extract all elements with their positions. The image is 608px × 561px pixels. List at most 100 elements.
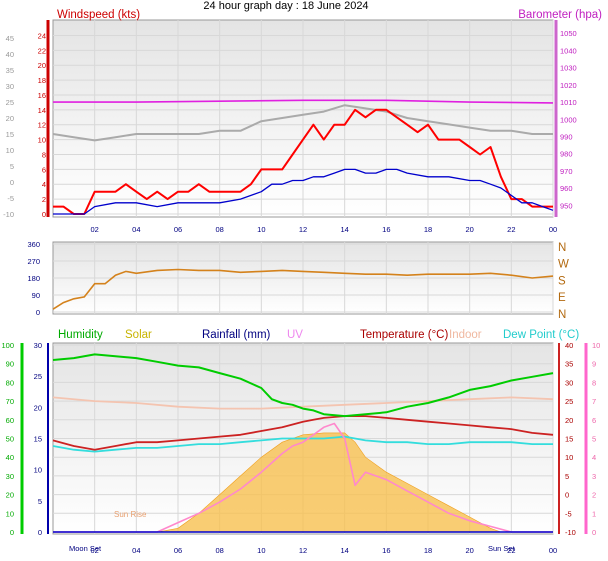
x-tick-bottom: 10 [257, 546, 265, 555]
x-tick-bottom: 00 [549, 546, 557, 555]
windspeed-tick: 8 [42, 150, 46, 159]
direction-degree-tick: 270 [27, 257, 40, 266]
temperature-panel-ticks: -10-505101520253035400102030405060708090… [1, 341, 600, 555]
series-windspeed [53, 108, 553, 215]
series-barometer [53, 99, 554, 104]
series-humidity [52, 353, 554, 418]
uv-tick: 3 [592, 472, 596, 481]
series-windspeed-average- [53, 168, 554, 215]
x-tick: 12 [299, 225, 307, 234]
rainfall-tick: 25 [34, 372, 42, 381]
rainfall-tick: 30 [34, 341, 42, 350]
x-tick: 02 [90, 225, 98, 234]
x-tick: 16 [382, 225, 390, 234]
windspeed-tick: 14 [38, 106, 46, 115]
x-tick: 14 [340, 225, 348, 234]
uv-tick: 10 [592, 341, 600, 350]
barometer-tick: 970 [560, 167, 573, 176]
series-temperature [52, 415, 554, 451]
x-tick-bottom: 08 [215, 546, 223, 555]
windspeed-tick: 20 [38, 61, 46, 70]
solar-header: Solar [125, 329, 152, 341]
barometer-tick: 990 [560, 133, 573, 142]
indoor-header: Indoor [449, 329, 482, 341]
humidity-tick: 60 [6, 416, 14, 425]
gust-tick: 25 [6, 98, 14, 107]
windspeed-tick: 16 [38, 91, 46, 100]
gust-tick: 15 [6, 130, 14, 139]
uv-header: UV [287, 329, 303, 341]
wind-panel-series [52, 99, 554, 215]
humidity-tick: 100 [1, 341, 14, 350]
series-wind-direction [52, 268, 554, 310]
temperature-tick: -10 [565, 528, 576, 537]
x-tick-bottom: 18 [424, 546, 432, 555]
temperature-tick: 15 [565, 435, 573, 444]
direction-degree-tick: 0 [36, 308, 40, 317]
x-tick-bottom: 20 [465, 546, 473, 555]
compass-tick: W [558, 259, 569, 271]
direction-panel-series [52, 268, 554, 310]
barometer-axis-label: Barometer (hpa) [518, 9, 602, 21]
windspeed-tick: 18 [38, 76, 46, 85]
x-tick-bottom: 16 [382, 546, 390, 555]
uv-tick: 6 [592, 416, 596, 425]
rainfall-header: Rainfall (mm) [202, 329, 271, 341]
uv-tick: 5 [592, 435, 596, 444]
series-dew-point [52, 435, 553, 453]
barometer-tick: 960 [560, 184, 573, 193]
windspeed-tick: 10 [38, 136, 46, 145]
x-tick: 06 [174, 225, 182, 234]
gust-tick: 40 [6, 50, 14, 59]
gust-tick: 45 [6, 34, 14, 43]
uv-tick: 1 [592, 509, 596, 518]
compass-tick: N [558, 309, 566, 321]
x-tick: 08 [215, 225, 223, 234]
windspeed-tick: 0 [42, 210, 46, 219]
humidity-tick: 30 [6, 472, 14, 481]
windspeed-tick: 24 [38, 31, 46, 40]
gust-tick: 30 [6, 82, 14, 91]
x-tick: 18 [424, 225, 432, 234]
sun-rise-annotation: Sun Rise [114, 510, 147, 519]
rainfall-tick: 0 [38, 528, 42, 537]
humidity-tick: 0 [10, 528, 14, 537]
sun-set-annotation: Sun Set [488, 544, 516, 553]
uv-tick: 8 [592, 378, 596, 387]
gust-tick: 0 [10, 178, 14, 187]
temperature-tick: 5 [565, 472, 569, 481]
x-tick-bottom: 14 [340, 546, 348, 555]
barometer-tick: 980 [560, 150, 573, 159]
x-tick-bottom: 06 [174, 546, 182, 555]
windspeed-axis-label: Windspeed (kts) [57, 9, 140, 21]
barometer-tick: 1040 [560, 46, 577, 55]
x-tick: 22 [507, 225, 515, 234]
uv-tick: 7 [592, 397, 596, 406]
wind-panel-ticks: 024681012141618202224-10-505101520253035… [3, 20, 577, 234]
series-indoor [52, 396, 554, 410]
wind-panel-grid [53, 20, 554, 217]
humidity-header: Humidity [58, 329, 103, 341]
x-tick-bottom: 04 [132, 546, 140, 555]
direction-panel-grid [53, 242, 554, 314]
temperature-tick: 0 [565, 491, 569, 500]
direction-degree-tick: 90 [32, 291, 40, 300]
chart-title: 24 hour graph day : 18 June 2024 [203, 0, 368, 12]
temperature-tick: 10 [565, 453, 573, 462]
windspeed-tick: 6 [42, 165, 46, 174]
gust-tick: 10 [6, 146, 14, 155]
gust-tick: 20 [6, 114, 14, 123]
uv-tick: 0 [592, 528, 596, 537]
humidity-tick: 70 [6, 397, 14, 406]
direction-degree-tick: 180 [27, 274, 40, 283]
gust-tick: 5 [10, 162, 14, 171]
uv-tick: 4 [592, 453, 596, 462]
temperature-tick: 30 [565, 378, 573, 387]
temperature-tick: 40 [565, 341, 573, 350]
humidity-tick: 50 [6, 435, 14, 444]
humidity-tick: 90 [6, 360, 14, 369]
rainfall-tick: 15 [34, 435, 42, 444]
temperature-panel-series [52, 353, 554, 533]
humidity-tick: 40 [6, 453, 14, 462]
